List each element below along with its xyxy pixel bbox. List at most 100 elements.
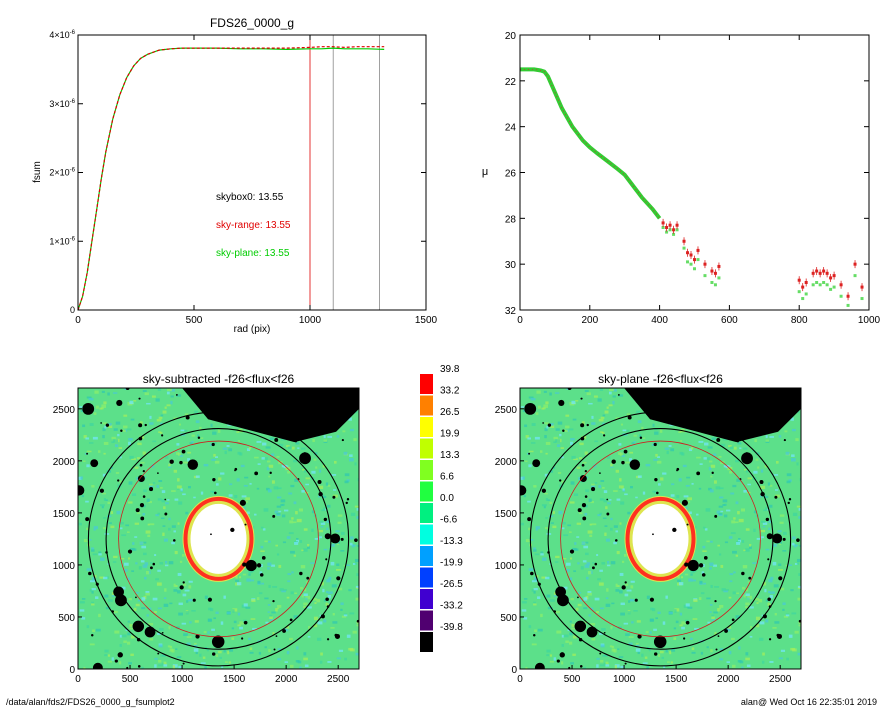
- noise-pixel: [662, 472, 667, 475]
- noise-pixel: [627, 611, 631, 615]
- noise-pixel: [699, 463, 703, 465]
- noise-pixel: [283, 589, 288, 591]
- noise-pixel: [102, 435, 105, 439]
- noise-pixel: [546, 533, 552, 535]
- noise-pixel: [188, 585, 192, 589]
- noise-pixel: [243, 506, 246, 510]
- noise-pixel: [611, 648, 615, 652]
- noise-pixel: [571, 623, 575, 627]
- y-axis-label: fsum: [32, 161, 43, 183]
- noise-pixel: [318, 469, 322, 473]
- noise-pixel: [250, 618, 256, 620]
- colorbar-swatch: [420, 567, 433, 588]
- noise-pixel: [760, 469, 764, 473]
- noise-pixel: [332, 494, 338, 498]
- noise-pixel: [320, 522, 326, 525]
- noise-pixel: [111, 436, 116, 440]
- noise-pixel: [163, 664, 168, 667]
- masked-star: [138, 397, 141, 400]
- noise-pixel: [98, 450, 101, 453]
- noise-pixel: [730, 492, 735, 495]
- noise-pixel: [609, 388, 614, 391]
- noise-pixel: [756, 602, 759, 605]
- noise-pixel: [637, 475, 642, 478]
- masked-star: [580, 397, 583, 400]
- noise-pixel: [173, 583, 176, 587]
- mu-point-red: [860, 285, 864, 289]
- noise-pixel: [236, 582, 242, 586]
- noise-pixel: [207, 631, 210, 634]
- noise-pixel: [540, 450, 543, 453]
- noise-pixel: [617, 585, 620, 587]
- noise-pixel: [177, 452, 181, 456]
- noise-pixel: [764, 464, 768, 468]
- noise-pixel: [591, 523, 597, 526]
- mu-point-green: [804, 292, 808, 296]
- noise-pixel: [537, 596, 541, 599]
- noise-pixel: [719, 487, 724, 490]
- noise-pixel: [129, 627, 134, 630]
- noise-pixel: [350, 536, 354, 540]
- y-tick-label: 1000: [53, 561, 76, 572]
- noise-pixel: [218, 477, 222, 481]
- noise-pixel: [628, 600, 631, 603]
- noise-pixel: [91, 547, 95, 550]
- y-tick-label: 500: [500, 613, 517, 624]
- noise-pixel: [533, 485, 537, 488]
- noise-pixel: [740, 508, 746, 512]
- noise-pixel: [725, 509, 731, 512]
- masked-star: [120, 429, 123, 432]
- noise-pixel: [641, 426, 644, 430]
- noise-pixel: [671, 648, 676, 652]
- noise-pixel: [596, 610, 599, 614]
- noise-pixel: [294, 478, 299, 482]
- noise-pixel: [624, 493, 628, 496]
- noise-pixel: [585, 541, 589, 544]
- masked-star: [649, 597, 655, 602]
- noise-pixel: [313, 623, 318, 628]
- y-tick-label: 0: [70, 305, 75, 315]
- masked-star: [672, 527, 677, 533]
- noise-pixel: [91, 577, 96, 581]
- masked-star: [584, 470, 587, 473]
- noise-pixel: [305, 595, 311, 600]
- noise-pixel: [258, 651, 262, 655]
- masked-star: [88, 571, 92, 576]
- noise-pixel: [327, 591, 333, 594]
- noise-pixel: [732, 664, 736, 668]
- noise-pixel: [176, 443, 180, 446]
- y-tick-label: 3×10-6: [49, 99, 75, 109]
- noise-pixel: [620, 612, 625, 616]
- noise-pixel: [727, 625, 732, 629]
- noise-pixel: [354, 562, 358, 565]
- noise-pixel: [549, 392, 552, 396]
- masked-star: [242, 562, 247, 567]
- noise-pixel: [529, 539, 534, 541]
- noise-pixel: [577, 562, 580, 565]
- mu-point-red: [696, 248, 700, 252]
- colorbar-label: 39.8: [440, 364, 460, 375]
- masked-star: [85, 517, 90, 522]
- noise-pixel: [625, 633, 630, 636]
- noise-pixel: [544, 435, 547, 439]
- noise-pixel: [301, 549, 304, 552]
- noise-pixel: [240, 464, 245, 468]
- masked-star: [623, 449, 628, 454]
- noise-pixel: [348, 647, 354, 651]
- noise-pixel: [78, 406, 83, 408]
- noise-pixel: [177, 522, 180, 525]
- noise-pixel: [356, 624, 359, 627]
- noise-pixel: [785, 613, 790, 616]
- y-tick-label: 1000: [495, 561, 518, 572]
- noise-pixel: [353, 438, 357, 442]
- noise-pixel: [138, 566, 142, 570]
- noise-pixel: [323, 599, 327, 602]
- mu-point-red: [689, 253, 693, 257]
- noise-pixel: [560, 447, 565, 449]
- noise-pixel: [665, 649, 668, 653]
- masked-star: [305, 425, 308, 429]
- y-tick-label: 30: [505, 260, 517, 271]
- noise-pixel: [550, 423, 554, 426]
- noise-pixel: [760, 536, 765, 539]
